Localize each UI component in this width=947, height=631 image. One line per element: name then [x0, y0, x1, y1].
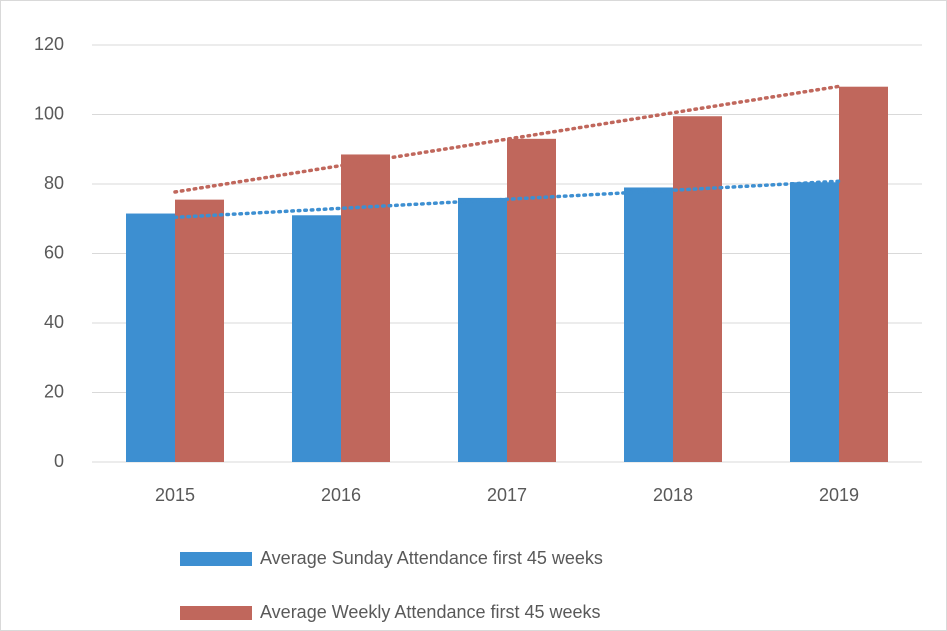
- bar: [126, 213, 175, 462]
- x-tick-label: 2015: [155, 485, 195, 505]
- legend-swatch: [180, 606, 252, 620]
- x-tick-label: 2017: [487, 485, 527, 505]
- y-tick-label: 100: [34, 103, 64, 123]
- bar: [507, 138, 556, 462]
- y-tick-label: 40: [44, 312, 64, 332]
- x-tick-label: 2019: [819, 485, 859, 505]
- bar: [458, 197, 507, 462]
- bar: [175, 199, 224, 462]
- bar: [839, 86, 888, 462]
- bar: [624, 187, 673, 462]
- y-tick-label: 120: [34, 34, 64, 54]
- y-tick-label: 20: [44, 381, 64, 401]
- y-tick-label: 60: [44, 242, 64, 262]
- trendline: [173, 84, 841, 194]
- y-tick-label: 0: [54, 451, 64, 471]
- x-tick-label: 2016: [321, 485, 361, 505]
- trendline: [173, 179, 841, 220]
- x-tick-label: 2018: [653, 485, 693, 505]
- legend-label: Average Weekly Attendance first 45 weeks: [260, 602, 601, 622]
- legend-label: Average Sunday Attendance first 45 weeks: [260, 548, 603, 568]
- legend-swatch: [180, 552, 252, 566]
- bar: [790, 182, 839, 462]
- bar: [341, 154, 390, 462]
- y-tick-label: 80: [44, 173, 64, 193]
- bar: [292, 215, 341, 462]
- bar: [673, 116, 722, 463]
